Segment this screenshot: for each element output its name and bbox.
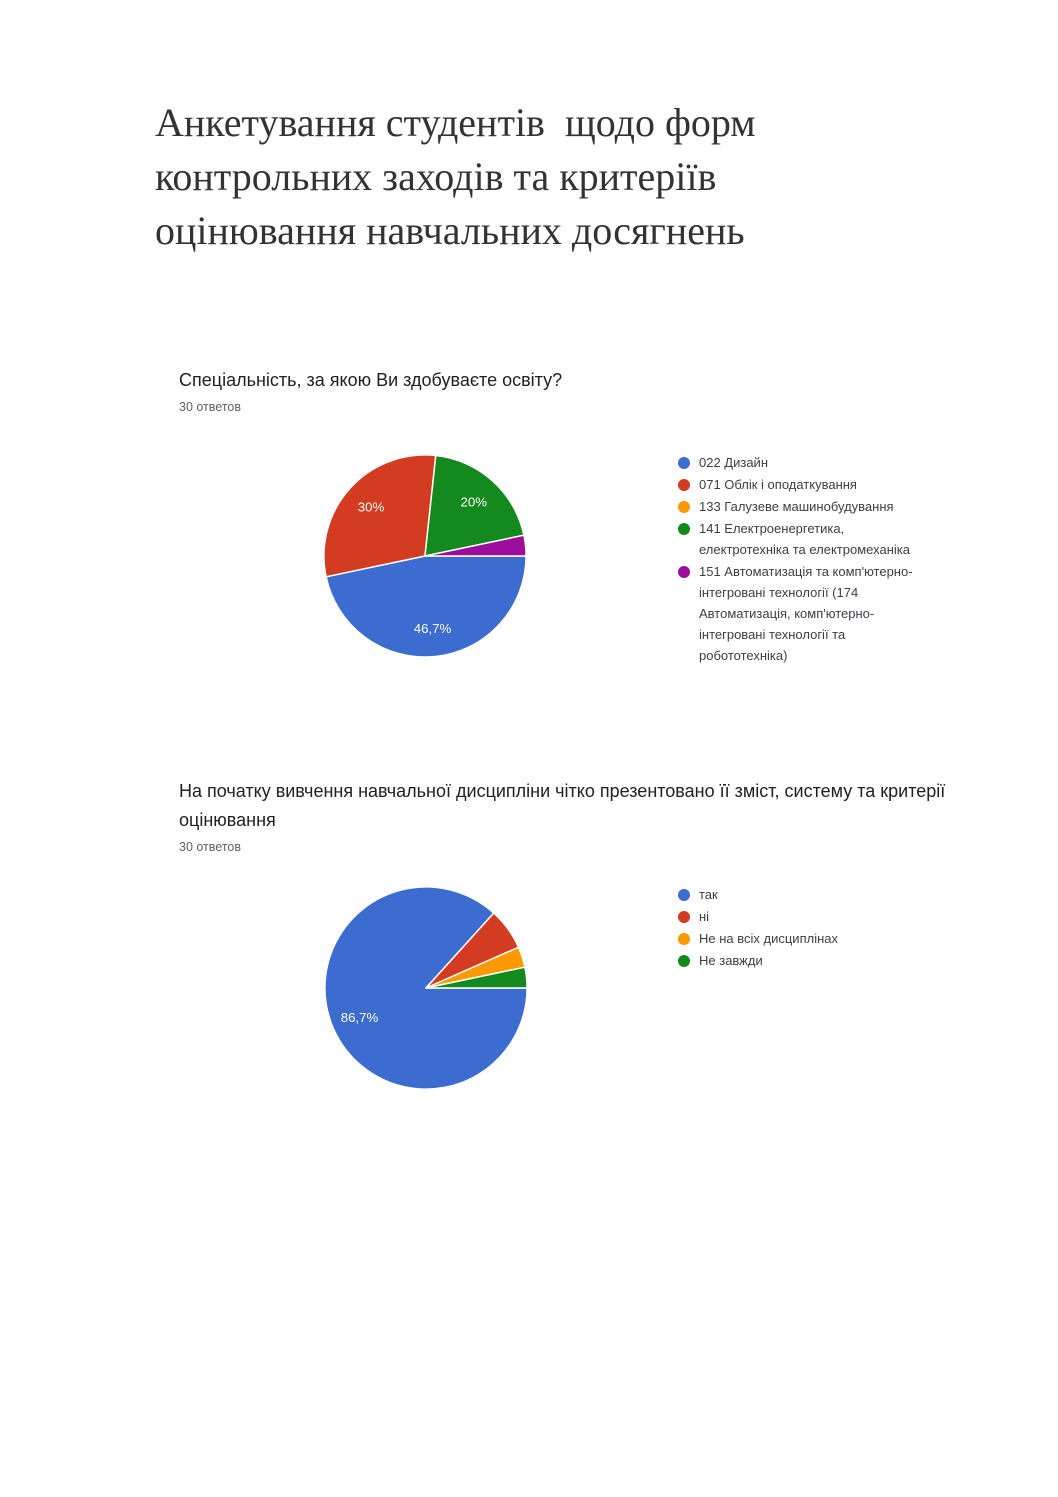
pie-slice: [325, 555, 527, 658]
document-title-line: контрольних заходів та критеріїв: [155, 154, 717, 199]
question-2-title: На початку вивчення навчальної дисциплін…: [179, 781, 946, 830]
legend-item: 071 Облік і оподаткування: [678, 474, 924, 495]
pie-data-label: 86,7%: [341, 1010, 379, 1025]
document-title-line: Анкетування студентів щодо форм: [155, 100, 756, 145]
pie-chart-1-svg: 46,7% 30% 20%: [323, 454, 527, 658]
pie-slice: [425, 966, 528, 989]
pie-data-label: 20%: [461, 494, 488, 509]
legend-item: Не завжди: [678, 950, 924, 971]
pie-slice: [323, 454, 437, 578]
legend-item: 022 Дизайн: [678, 452, 924, 473]
legend-label: 022 Дизайн: [699, 455, 768, 470]
question-2-response-count: 30 ответов: [179, 840, 241, 854]
document-title-line: оцінювання навчальних досягнень: [155, 208, 745, 253]
pie-slice: [424, 534, 527, 557]
legend-label: 133 Галузеве машинобудування: [699, 499, 894, 514]
question-1-response-count: 30 ответов: [179, 400, 241, 414]
legend-label: 071 Облік і оподаткування: [699, 477, 857, 492]
legend-item: так: [678, 884, 924, 905]
legend-color-swatch: [678, 457, 690, 469]
pie-chart-1: 46,7% 30% 20%: [321, 452, 529, 660]
pie-chart-2: 86,7%: [322, 884, 530, 1092]
legend-2: так ні Не на всіх дисциплінах Не завжди: [678, 884, 924, 972]
legend-label: ні: [699, 909, 710, 924]
pie-data-label: 46,7%: [414, 621, 452, 636]
legend-color-swatch: [678, 911, 690, 923]
legend-color-swatch: [678, 566, 690, 578]
pie-data-label: 30%: [358, 500, 385, 515]
legend-item: 133 Галузеве машинобудування: [678, 496, 924, 517]
legend-label: так: [699, 887, 718, 902]
legend-label: Не на всіх дисциплінах: [699, 931, 838, 946]
legend-label: Не завжди: [699, 953, 763, 968]
legend-color-swatch: [678, 523, 690, 535]
legend-color-swatch: [678, 933, 690, 945]
legend-1: 022 Дизайн 071 Облік і оподаткування 133 Г…: [678, 452, 924, 667]
pie-chart-2-svg: 86,7%: [324, 886, 528, 1090]
legend-item: 151 Автоматизація та комп'ютерно-інтегро…: [678, 561, 924, 666]
question-1-block: Спеціальність, за якою Ви здобуваєте осв…: [0, 366, 1058, 776]
legend-label: 151 Автоматизація та комп'ютерно-інтегро…: [699, 564, 913, 663]
question-2-block: На початку вивчення навчальної дисциплін…: [0, 777, 1058, 1207]
legend-item: ні: [678, 906, 924, 927]
legend-color-swatch: [678, 501, 690, 513]
legend-color-swatch: [678, 889, 690, 901]
question-1-title: Спеціальність, за якою Ви здобуваєте осв…: [179, 370, 563, 390]
legend-item: Не на всіх дисциплінах: [678, 928, 924, 949]
legend-color-swatch: [678, 479, 690, 491]
legend-color-swatch: [678, 955, 690, 967]
document-title: Анкетування студентів щодо форм контроль…: [155, 96, 935, 258]
pie-slice: [424, 454, 525, 557]
legend-item: 141 Електроенергетика, електротехніка та…: [678, 518, 924, 560]
legend-label: 141 Електроенергетика, електротехніка та…: [699, 521, 910, 557]
